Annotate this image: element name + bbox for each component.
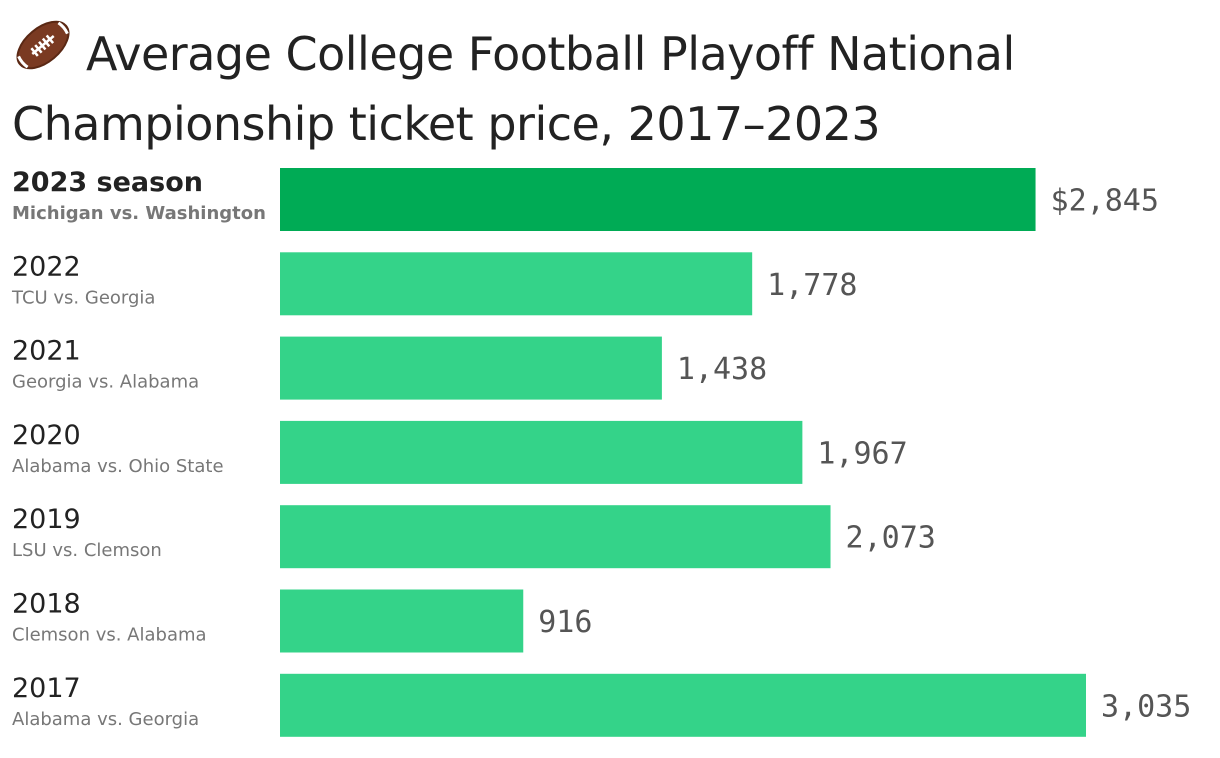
bar-value-label: 916 bbox=[538, 605, 592, 640]
category-year-label: 2023 season bbox=[12, 167, 203, 198]
category-matchup-label: Alabama vs. Georgia bbox=[12, 709, 199, 730]
bar bbox=[280, 420, 803, 484]
category-year-label: 2019 bbox=[12, 504, 81, 535]
bar bbox=[280, 252, 753, 316]
bar bbox=[280, 336, 662, 400]
bar-value-label: 3,035 bbox=[1101, 689, 1191, 724]
bar-value-label: 2,073 bbox=[846, 521, 936, 556]
category-matchup-label: Alabama vs. Ohio State bbox=[12, 456, 224, 477]
bar bbox=[280, 505, 831, 569]
category-matchup-label: Georgia vs. Alabama bbox=[12, 372, 199, 393]
bar-value-label: 1,778 bbox=[767, 268, 857, 303]
category-year-label: 2018 bbox=[12, 589, 81, 620]
bar-row: 2019 LSU vs. Clemson 2,073 bbox=[12, 504, 936, 569]
category-matchup-label: Clemson vs. Alabama bbox=[12, 625, 207, 646]
category-matchup-label: LSU vs. Clemson bbox=[12, 540, 162, 561]
category-year-label: 2020 bbox=[12, 420, 81, 451]
bar-value-label: $2,845 bbox=[1051, 184, 1159, 219]
bar-value-label: 1,438 bbox=[677, 352, 767, 387]
category-matchup-label: TCU vs. Georgia bbox=[11, 287, 155, 308]
chart-title: Average College Football Playoff Nationa… bbox=[12, 14, 1192, 156]
bar-row: 2021 Georgia vs. Alabama 1,438 bbox=[12, 336, 767, 400]
category-year-label: 2022 bbox=[12, 251, 81, 282]
bar bbox=[280, 589, 524, 653]
bar-row: 2018 Clemson vs. Alabama 916 bbox=[12, 589, 592, 653]
category-year-label: 2017 bbox=[12, 673, 81, 704]
bar bbox=[280, 168, 1036, 231]
bar-row: 2017 Alabama vs. Georgia 3,035 bbox=[12, 673, 1191, 737]
bar-row: 2022 TCU vs. Georgia 1,778 bbox=[11, 251, 857, 316]
chart-title-text: Average College Football Playoff Nationa… bbox=[12, 27, 1015, 151]
bar-row: 2020 Alabama vs. Ohio State 1,967 bbox=[12, 420, 908, 484]
category-matchup-label: Michigan vs. Washington bbox=[12, 203, 266, 224]
football-icon bbox=[12, 14, 74, 92]
category-year-label: 2021 bbox=[12, 336, 81, 367]
bar-value-label: 1,967 bbox=[817, 436, 907, 471]
bar-row: 2023 season Michigan vs. Washington $2,845 bbox=[12, 167, 1159, 231]
bar bbox=[280, 673, 1086, 737]
